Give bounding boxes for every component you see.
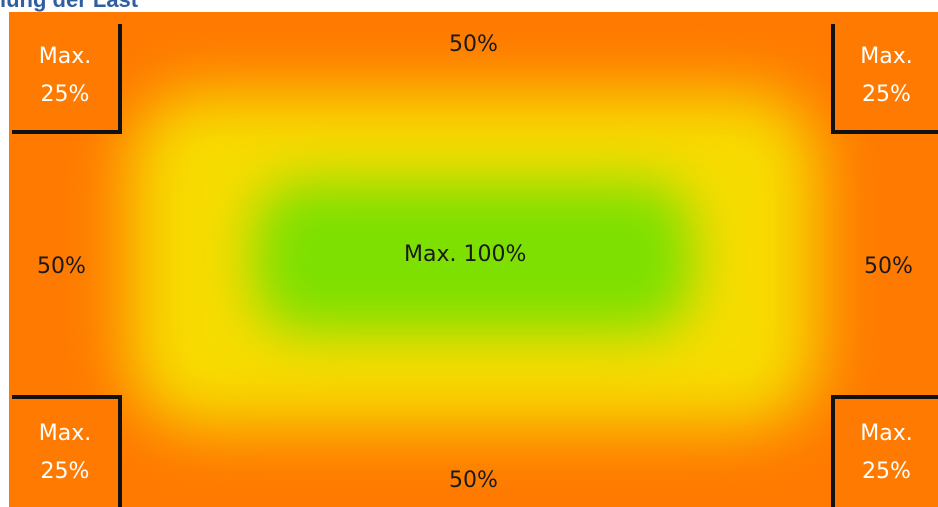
- corner-bottom-right-line1: Max.: [860, 421, 913, 446]
- corner-top-left-line2: 25%: [40, 82, 90, 107]
- corner-bottom-right: Max. 25%: [831, 395, 938, 507]
- corner-top-left: Max. 25%: [12, 24, 122, 134]
- corner-top-right-line2: 25%: [862, 82, 911, 107]
- load-distribution-diagram: Max. 25% Max. 25% Max. 25% Max. 25% 50% …: [9, 12, 938, 507]
- page-heading: lung der Last: [0, 0, 138, 14]
- zone-100-percent: [254, 182, 693, 332]
- edge-right-label: 50%: [864, 254, 913, 279]
- corner-bottom-right-line2: 25%: [862, 459, 911, 484]
- corner-bottom-left-line1: Max.: [38, 421, 92, 446]
- corner-bottom-left: Max. 25%: [12, 395, 122, 507]
- corner-top-right: Max. 25%: [831, 24, 938, 134]
- corner-bottom-left-line2: 25%: [40, 459, 90, 484]
- edge-left-label: 50%: [37, 254, 86, 279]
- edge-bottom-label: 50%: [449, 468, 498, 493]
- corner-top-right-line1: Max.: [860, 44, 913, 69]
- center-label: Max. 100%: [404, 242, 527, 267]
- edge-top-label: 50%: [449, 32, 498, 57]
- corner-top-left-line1: Max.: [38, 44, 92, 69]
